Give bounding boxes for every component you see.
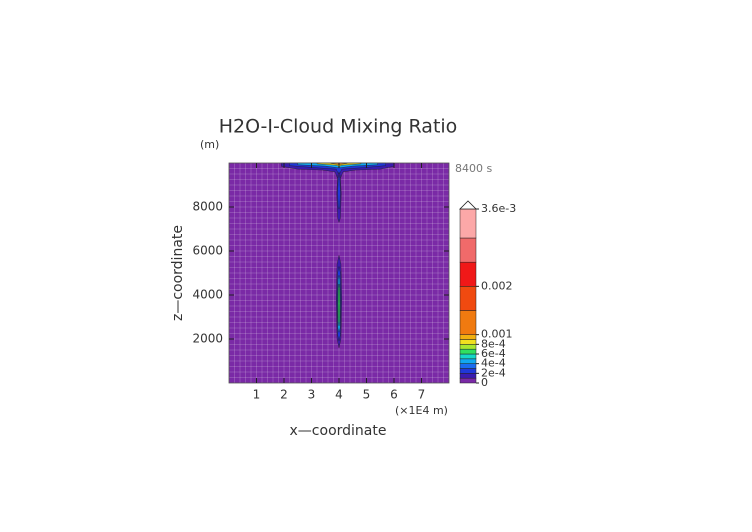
colorbar-band [459, 377, 477, 384]
colorbar-band [459, 286, 477, 311]
x-tick-label: 5 [363, 388, 371, 402]
colorbar-band [459, 237, 477, 263]
colorbar-band [459, 358, 477, 364]
y-tick-label: 2000 [192, 332, 223, 346]
x-tick-label: 2 [280, 388, 288, 402]
time-label: 8400 s [455, 162, 492, 175]
colorbar-tick-label: 6e-4 [481, 347, 506, 360]
contour-region [337, 175, 341, 210]
chart-title: H2O-I-Cloud Mixing Ratio [219, 116, 458, 138]
y-tick-label: 6000 [192, 244, 223, 258]
x-tick-label: 4 [335, 388, 343, 402]
x-tick-label: 7 [418, 388, 426, 402]
y-axis-label: z—coordinate [170, 225, 186, 321]
colorbar-tick-label: 2e-4 [481, 366, 506, 379]
colorbar-band [459, 310, 477, 335]
colorbar-band [459, 208, 477, 239]
colorbar-tick-label: 0.002 [481, 279, 513, 292]
x-axis-label: x—coordinate [290, 423, 387, 439]
y-tick-label: 4000 [192, 288, 223, 302]
colorbar-band [459, 344, 477, 350]
x-tick-label: 3 [308, 388, 316, 402]
colorbar-tick-label: 4e-4 [481, 357, 506, 370]
colorbar-band [459, 334, 477, 340]
colorbar-tick-label: 8e-4 [481, 337, 506, 350]
x-tick-label: 1 [253, 388, 261, 402]
colorbar-tick-label: 0 [481, 376, 488, 389]
colorbar-band [459, 353, 477, 360]
y-tick-label: 8000 [192, 200, 223, 214]
colorbar-band [459, 261, 477, 287]
colorbar-band [459, 348, 477, 355]
contour-region [337, 283, 341, 326]
colorbar-band [459, 339, 477, 345]
colorbar-extend [459, 200, 477, 210]
colorbar-tick-label: 3.6e-3 [481, 202, 516, 215]
colorbar-band [459, 373, 477, 379]
colorbar-band [459, 368, 477, 374]
colorbar-band [459, 363, 477, 369]
x-unit: (×1E4 m) [395, 404, 448, 417]
colorbar-tick-label: 0.001 [481, 328, 513, 341]
y-unit: (m) [200, 138, 219, 151]
x-tick-label: 6 [390, 388, 398, 402]
